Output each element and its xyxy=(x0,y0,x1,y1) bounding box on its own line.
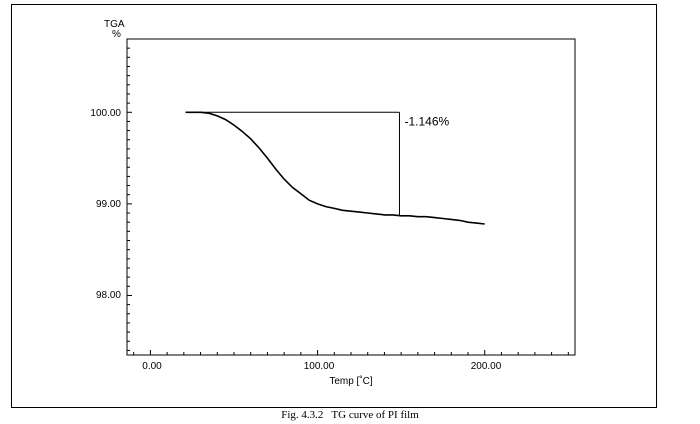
x-axis-label: Temp [˚C] xyxy=(329,375,373,387)
y-minor-ticks xyxy=(127,38,130,351)
y-tick-label-100: 100.00 xyxy=(90,108,121,119)
y-axis-unit: % xyxy=(112,29,121,40)
caption-text: TG curve of PI film xyxy=(331,409,419,421)
tga-curve xyxy=(185,111,485,225)
x-tick-label-100: 100.00 xyxy=(304,361,335,372)
figure-frame xyxy=(11,4,657,408)
y-tick-label-99: 99.00 xyxy=(96,199,121,210)
figure-caption: Fig. 4.3.2 TG curve of PI film xyxy=(0,409,700,421)
y-tick-label-98: 98.00 xyxy=(96,290,121,301)
y-axis-label: TGA xyxy=(104,19,125,30)
plot-area xyxy=(126,38,576,356)
x-tick-label-0: 0.00 xyxy=(142,361,162,372)
x-tick-marks xyxy=(133,350,569,355)
x-tick-label-200: 200.00 xyxy=(471,361,502,372)
y-major-ticks xyxy=(127,111,132,296)
annotation-label: -1.146% xyxy=(404,114,449,128)
caption-number: Fig. 4.3.2 xyxy=(281,409,324,421)
